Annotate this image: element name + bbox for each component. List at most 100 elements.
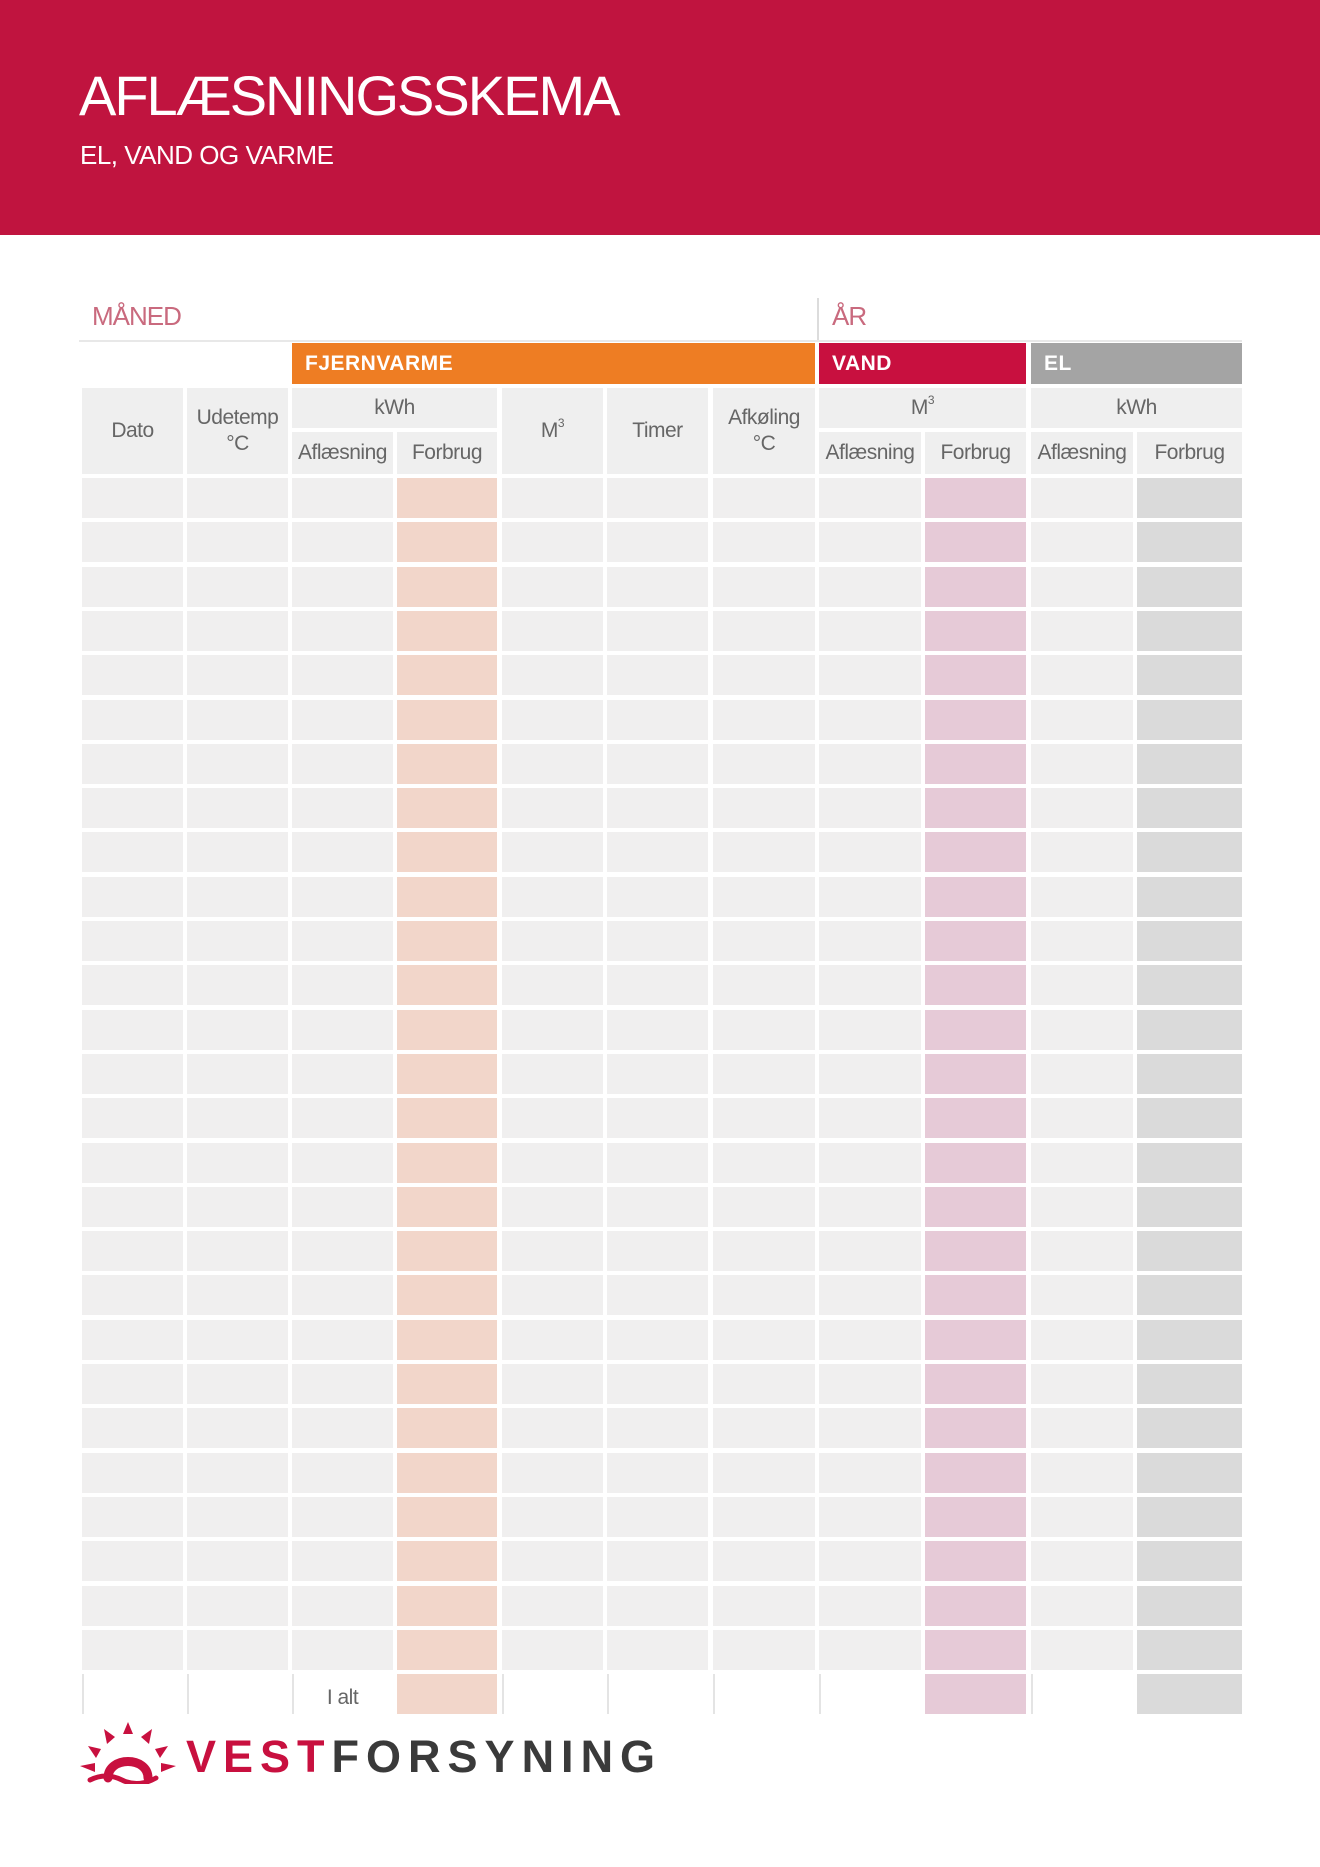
cell-udetemp[interactable]	[187, 1054, 288, 1094]
cell-timer[interactable]	[607, 1098, 708, 1138]
cell-vand-forbrug[interactable]	[925, 1054, 1026, 1094]
cell-el-forbrug[interactable]	[1137, 1187, 1242, 1227]
cell-afkoling[interactable]	[713, 965, 815, 1005]
cell-vand-forbrug[interactable]	[925, 1098, 1026, 1138]
cell-el-forbrug[interactable]	[1137, 1630, 1242, 1670]
cell-vand-aflaesning[interactable]	[819, 522, 921, 562]
cell-fj-forbrug[interactable]	[397, 567, 497, 607]
cell-fj-forbrug[interactable]	[397, 1275, 497, 1315]
cell-timer[interactable]	[607, 1586, 708, 1626]
cell-fj-aflaesning[interactable]	[292, 655, 393, 695]
cell-fj-forbrug[interactable]	[397, 1364, 497, 1404]
cell-dato[interactable]	[82, 1497, 183, 1537]
cell-dato[interactable]	[82, 1586, 183, 1626]
cell-dato[interactable]	[82, 1364, 183, 1404]
cell-el-forbrug[interactable]	[1137, 1231, 1242, 1271]
cell-timer[interactable]	[607, 1408, 708, 1448]
cell-dato[interactable]	[82, 1630, 183, 1670]
cell-dato[interactable]	[82, 611, 183, 651]
cell-afkoling[interactable]	[713, 1364, 815, 1404]
cell-vand-aflaesning[interactable]	[819, 478, 921, 518]
cell-timer[interactable]	[607, 744, 708, 784]
cell-vand-forbrug[interactable]	[925, 1586, 1026, 1626]
cell-vand-aflaesning[interactable]	[819, 655, 921, 695]
cell-el-forbrug[interactable]	[1137, 1320, 1242, 1360]
cell-fj-m3[interactable]	[502, 1364, 603, 1404]
cell-vand-aflaesning[interactable]	[819, 1010, 921, 1050]
cell-afkoling[interactable]	[713, 1408, 815, 1448]
cell-fj-aflaesning[interactable]	[292, 611, 393, 651]
cell-fj-forbrug[interactable]	[397, 921, 497, 961]
cell-fj-m3[interactable]	[502, 832, 603, 872]
cell-el-forbrug[interactable]	[1137, 1586, 1242, 1626]
cell-vand-forbrug[interactable]	[925, 478, 1026, 518]
cell-fj-forbrug[interactable]	[397, 1408, 497, 1448]
cell-timer[interactable]	[607, 1630, 708, 1670]
cell-fj-forbrug[interactable]	[397, 1541, 497, 1581]
cell-vand-forbrug[interactable]	[925, 700, 1026, 740]
cell-vand-aflaesning[interactable]	[819, 921, 921, 961]
cell-fj-aflaesning[interactable]	[292, 921, 393, 961]
cell-timer[interactable]	[607, 655, 708, 695]
cell-fj-aflaesning[interactable]	[292, 1054, 393, 1094]
cell-el-aflaesning[interactable]	[1031, 744, 1133, 784]
cell-el-forbrug[interactable]	[1137, 1054, 1242, 1094]
cell-udetemp[interactable]	[187, 655, 288, 695]
cell-dato[interactable]	[82, 1320, 183, 1360]
cell-afkoling[interactable]	[713, 1320, 815, 1360]
cell-udetemp[interactable]	[187, 788, 288, 828]
cell-vand-forbrug[interactable]	[925, 1453, 1026, 1493]
cell-el-aflaesning[interactable]	[1031, 965, 1133, 1005]
cell-dato[interactable]	[82, 965, 183, 1005]
cell-afkoling[interactable]	[713, 1098, 815, 1138]
cell-udetemp[interactable]	[187, 1010, 288, 1050]
cell-vand-aflaesning[interactable]	[819, 1320, 921, 1360]
cell-udetemp[interactable]	[187, 1364, 288, 1404]
cell-el-forbrug[interactable]	[1137, 478, 1242, 518]
cell-vand-aflaesning[interactable]	[819, 1630, 921, 1670]
cell-fj-aflaesning[interactable]	[292, 1453, 393, 1493]
cell-afkoling[interactable]	[713, 1187, 815, 1227]
cell-el-aflaesning[interactable]	[1031, 921, 1133, 961]
cell-afkoling[interactable]	[713, 1497, 815, 1537]
cell-el-aflaesning[interactable]	[1031, 1408, 1133, 1448]
cell-udetemp[interactable]	[187, 1320, 288, 1360]
cell-afkoling[interactable]	[713, 700, 815, 740]
cell-fj-aflaesning[interactable]	[292, 877, 393, 917]
cell-fj-forbrug[interactable]	[397, 1010, 497, 1050]
cell-el-forbrug[interactable]	[1137, 1453, 1242, 1493]
cell-timer[interactable]	[607, 1054, 708, 1094]
cell-dato[interactable]	[82, 522, 183, 562]
cell-el-aflaesning[interactable]	[1031, 567, 1133, 607]
cell-udetemp[interactable]	[187, 1453, 288, 1493]
cell-fj-aflaesning[interactable]	[292, 1010, 393, 1050]
cell-timer[interactable]	[607, 567, 708, 607]
cell-fj-m3[interactable]	[502, 1630, 603, 1670]
cell-udetemp[interactable]	[187, 1541, 288, 1581]
cell-vand-forbrug[interactable]	[925, 1497, 1026, 1537]
cell-fj-aflaesning[interactable]	[292, 1630, 393, 1670]
cell-fj-m3[interactable]	[502, 1231, 603, 1271]
cell-vand-aflaesning[interactable]	[819, 1586, 921, 1626]
cell-fj-m3[interactable]	[502, 1187, 603, 1227]
cell-udetemp[interactable]	[187, 965, 288, 1005]
cell-udetemp[interactable]	[187, 1586, 288, 1626]
cell-vand-forbrug[interactable]	[925, 1541, 1026, 1581]
cell-timer[interactable]	[607, 965, 708, 1005]
cell-fj-forbrug[interactable]	[397, 744, 497, 784]
cell-udetemp[interactable]	[187, 1275, 288, 1315]
cell-el-forbrug[interactable]	[1137, 921, 1242, 961]
cell-dato[interactable]	[82, 1010, 183, 1050]
cell-vand-aflaesning[interactable]	[819, 965, 921, 1005]
cell-vand-forbrug[interactable]	[925, 1143, 1026, 1183]
cell-fj-forbrug[interactable]	[397, 877, 497, 917]
cell-timer[interactable]	[607, 1187, 708, 1227]
cell-udetemp[interactable]	[187, 744, 288, 784]
cell-fj-m3[interactable]	[502, 1586, 603, 1626]
cell-fj-aflaesning[interactable]	[292, 788, 393, 828]
cell-el-forbrug[interactable]	[1137, 522, 1242, 562]
cell-fj-aflaesning[interactable]	[292, 1320, 393, 1360]
cell-fj-forbrug[interactable]	[397, 1320, 497, 1360]
cell-vand-aflaesning[interactable]	[819, 744, 921, 784]
cell-dato[interactable]	[82, 1231, 183, 1271]
